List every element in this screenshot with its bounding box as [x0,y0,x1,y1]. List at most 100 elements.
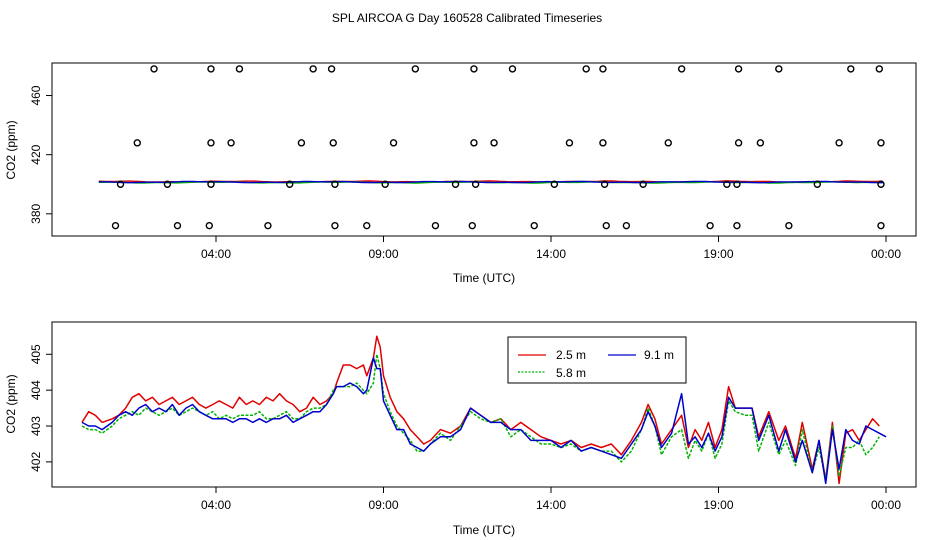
calibration-point [756,139,765,147]
calibration-point [677,65,686,73]
calibration-point [835,139,843,147]
calibration-point [331,180,339,188]
calibration-point [622,221,631,230]
top-panel-y-axis-label: CO2 (ppm) [4,120,18,179]
calibration-point [490,139,498,147]
calibration-point [877,221,885,230]
calibration-point [207,180,215,188]
series-line-9-1-m [81,357,887,485]
series-line-5-8-m [81,353,880,481]
calibration-point [706,221,714,230]
calibration-point [664,139,672,147]
x-tick-label-4: 00:00 [871,498,901,512]
bottom-panel-y-axis: 402 403 404 405 [29,344,52,472]
calibration-point [785,221,793,230]
calibration-point [813,180,822,188]
calibration-point [163,180,172,188]
calibration-point [599,65,607,73]
calibration-point [363,221,371,230]
calibration-point [327,65,336,73]
y-tick-label-0: 380 [29,203,43,223]
calibration-point [600,180,609,188]
x-tick-label-2: 14:00 [536,247,566,261]
x-tick-label-3: 19:00 [703,247,733,261]
x-tick-label-4: 00:00 [871,247,901,261]
bottom-panel-series [81,335,887,485]
calibration-point [309,65,317,73]
calibration-point [875,65,883,73]
calibration-point [470,139,478,147]
top-panel-series [98,180,883,184]
calibration-point [207,139,215,147]
calibration-point [264,221,272,230]
calibration-point [602,221,610,230]
y-tick-label-1: 403 [29,416,43,436]
calibration-point [173,221,182,230]
calibration-point [286,180,294,188]
calibration-point [733,221,741,230]
x-tick-label-0: 04:00 [201,247,231,261]
top-panel-x-axis: 04:00 09:00 14:00 19:00 00:00 [201,236,901,261]
chart-title: SPL AIRCOA G Day 160528 Calibrated Times… [332,11,602,25]
legend-label-5-8m: 5.8 m [556,366,586,380]
x-tick-label-1: 09:00 [368,498,398,512]
calibration-point [734,65,743,73]
calibration-point [877,180,885,188]
top-panel-calibration-points [111,65,885,230]
calibration-point [329,139,337,147]
top-series-line-9-1-m [98,180,883,184]
calibration-point [207,65,215,73]
calibration-point [235,65,244,73]
y-tick-label-1: 420 [29,144,43,164]
legend: 2.5 m 9.1 m 5.8 m [507,336,687,384]
y-tick-label-3: 405 [29,344,43,364]
legend-box [507,336,687,384]
calibration-point [530,221,538,230]
calibration-point [734,139,743,147]
calibration-point [116,180,125,188]
calibration-point [331,221,339,230]
calibration-point [639,180,647,188]
top-panel-calibrated-timeseries: 04:00 09:00 14:00 19:00 00:00 380 420 460 Time… [4,62,917,285]
calibration-point [733,180,741,188]
x-tick-label-2: 14:00 [536,498,566,512]
calibration-point [582,65,590,73]
calibration-point [297,139,306,147]
bottom-panel-frame [51,321,917,488]
calibration-point [411,65,420,73]
x-tick-label-3: 19:00 [703,498,733,512]
bottom-panel-y-axis-label: CO2 (ppm) [4,374,18,433]
calibration-point [150,65,158,73]
calibration-point [227,139,235,147]
top-panel-x-axis-label: Time (UTC) [453,271,515,285]
calibration-point [381,180,389,188]
calibration-point [431,221,440,230]
top-panel-y-axis: 380 420 460 [29,85,52,224]
calibration-point [723,180,731,188]
bottom-panel-x-axis-label: Time (UTC) [453,523,515,537]
calibration-point [470,65,478,73]
calibration-point [389,139,398,147]
y-tick-label-0: 402 [29,452,43,472]
calibration-point [599,139,607,147]
series-line-2-5-m [81,335,880,485]
calibration-point [877,139,885,147]
calibration-point [468,221,476,230]
legend-label-2-5m: 2.5 m [556,348,586,362]
legend-label-9-1m: 9.1 m [644,348,674,362]
calibration-point [205,221,214,230]
bottom-panel-x-axis: 04:00 09:00 14:00 19:00 00:00 [201,487,901,512]
top-panel-frame [51,62,917,237]
calibration-point [775,65,783,73]
calibration-point [565,139,574,147]
calibration-point [111,221,120,230]
calibration-point [508,65,517,73]
y-tick-label-2: 460 [29,85,43,105]
calibration-point [471,180,480,188]
calibration-point [550,180,559,188]
bottom-panel-co2-timeseries: 04:00 09:00 14:00 19:00 00:00 402 403 404 405 T… [4,321,917,537]
x-tick-label-0: 04:00 [201,498,231,512]
y-tick-label-2: 404 [29,380,43,400]
calibration-point [133,139,141,147]
